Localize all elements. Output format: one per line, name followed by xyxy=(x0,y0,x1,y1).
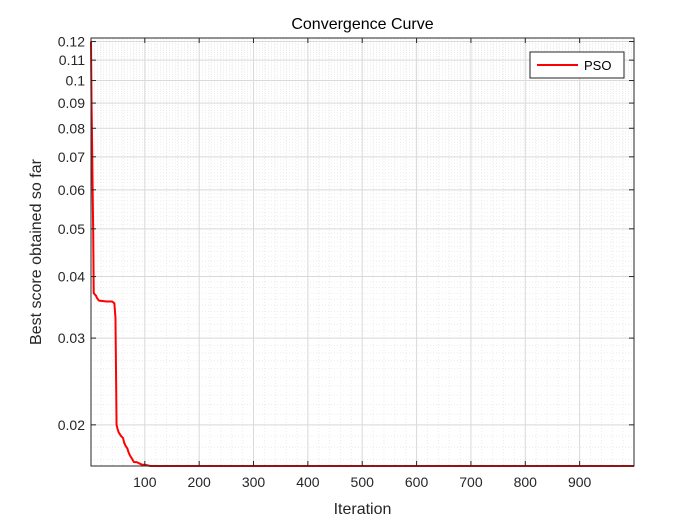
y-tick-label: 0.07 xyxy=(58,149,85,165)
y-tick-label: 0.11 xyxy=(59,52,85,68)
chart-title: Convergence Curve xyxy=(291,16,433,33)
x-tick-label: 600 xyxy=(405,474,429,490)
legend: PSO xyxy=(529,51,625,79)
legend-label-pso: PSO xyxy=(584,58,611,73)
y-tick-label: 0.09 xyxy=(58,95,85,111)
y-tick-label: 0.05 xyxy=(58,221,85,237)
x-tick-label: 400 xyxy=(296,474,320,490)
y-axis-title: Best score obtained so far xyxy=(28,158,45,345)
y-tick-label: 0.1 xyxy=(66,73,86,89)
x-tick-label: 100 xyxy=(133,474,157,490)
x-tick-label: 900 xyxy=(568,474,592,490)
x-axis-title: Iteration xyxy=(334,501,392,518)
x-tick-label: 200 xyxy=(187,474,211,490)
x-tick-label: 300 xyxy=(242,474,266,490)
y-tick-label: 0.03 xyxy=(58,330,85,346)
y-tick-label: 0.12 xyxy=(58,34,85,50)
x-tick-label: 800 xyxy=(514,474,538,490)
y-tick-label: 0.04 xyxy=(58,269,85,285)
y-tick-label: 0.08 xyxy=(58,120,85,136)
y-tick-label: 0.06 xyxy=(58,182,85,198)
x-tick-label: 500 xyxy=(351,474,375,490)
y-tick-label: 0.02 xyxy=(58,417,85,433)
series-layer xyxy=(90,41,634,467)
x-axis-ticks: 100 200 300 400 500 600 700 800 900 xyxy=(133,38,592,490)
y-axis-ticks: 0.02 0.03 0.04 0.05 0.06 0.07 0.08 0.09 0.1 0.11 0… xyxy=(58,34,634,433)
series-line-pso xyxy=(90,41,634,467)
major-grid xyxy=(91,38,634,466)
x-tick-label: 700 xyxy=(459,474,483,490)
